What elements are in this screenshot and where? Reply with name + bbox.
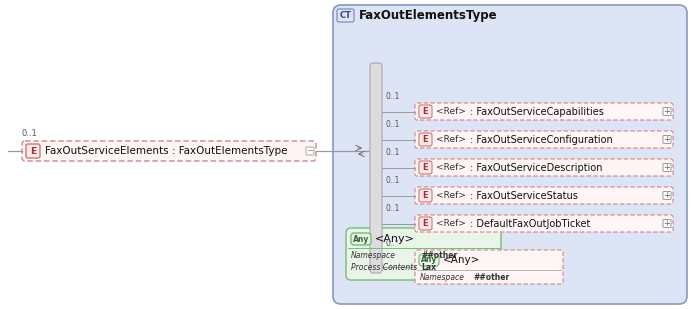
FancyBboxPatch shape	[22, 141, 316, 161]
Text: Any: Any	[353, 235, 370, 243]
FancyBboxPatch shape	[337, 9, 354, 22]
Text: Process Contents: Process Contents	[351, 263, 417, 272]
FancyBboxPatch shape	[663, 219, 671, 227]
Text: 0..1: 0..1	[385, 148, 399, 157]
Text: : FaxOutServiceCapabilities: : FaxOutServiceCapabilities	[470, 107, 604, 116]
Text: <Ref>: <Ref>	[436, 191, 466, 200]
Text: 0..1: 0..1	[385, 120, 399, 129]
Text: 0..*: 0..*	[385, 239, 399, 248]
FancyBboxPatch shape	[26, 144, 40, 158]
FancyBboxPatch shape	[415, 250, 563, 284]
FancyBboxPatch shape	[351, 233, 371, 245]
FancyBboxPatch shape	[415, 159, 673, 176]
Text: ##other: ##other	[473, 273, 509, 282]
FancyBboxPatch shape	[419, 189, 432, 202]
Text: 0..1: 0..1	[385, 92, 399, 101]
Text: 0..1: 0..1	[385, 204, 399, 213]
FancyBboxPatch shape	[419, 133, 432, 146]
Text: +: +	[664, 219, 671, 228]
FancyBboxPatch shape	[663, 163, 671, 171]
Text: +: +	[664, 135, 671, 144]
Text: : FaxOutServiceConfiguration: : FaxOutServiceConfiguration	[470, 134, 612, 145]
Text: E: E	[423, 219, 428, 228]
Text: Namespace: Namespace	[351, 252, 396, 260]
FancyBboxPatch shape	[415, 131, 673, 148]
Text: +: +	[664, 163, 671, 172]
Text: Namespace: Namespace	[420, 273, 465, 282]
Text: <Any>: <Any>	[375, 234, 415, 244]
Text: <Ref>: <Ref>	[436, 163, 466, 172]
FancyBboxPatch shape	[419, 161, 432, 174]
Text: E: E	[30, 146, 36, 155]
Text: 0..1: 0..1	[385, 176, 399, 185]
FancyBboxPatch shape	[415, 215, 673, 232]
Text: FaxOutElementsType: FaxOutElementsType	[359, 9, 498, 22]
Text: <Ref>: <Ref>	[436, 219, 466, 228]
Text: : FaxOutServiceDescription: : FaxOutServiceDescription	[470, 163, 603, 172]
Text: E: E	[423, 191, 428, 200]
Text: E: E	[423, 107, 428, 116]
Text: Any: Any	[421, 256, 437, 265]
FancyBboxPatch shape	[419, 105, 432, 118]
FancyBboxPatch shape	[306, 147, 314, 155]
Text: Lax: Lax	[421, 263, 436, 272]
Text: +: +	[664, 191, 671, 200]
Text: FaxOutServiceElements : FaxOutElementsType: FaxOutServiceElements : FaxOutElementsTy…	[45, 146, 287, 156]
FancyBboxPatch shape	[346, 228, 501, 280]
FancyBboxPatch shape	[663, 108, 671, 116]
FancyBboxPatch shape	[419, 254, 439, 266]
FancyBboxPatch shape	[415, 187, 673, 204]
Text: 0..1: 0..1	[22, 129, 38, 138]
Text: <Ref>: <Ref>	[436, 107, 466, 116]
FancyBboxPatch shape	[333, 5, 687, 304]
Text: : FaxOutServiceStatus: : FaxOutServiceStatus	[470, 191, 578, 201]
Text: E: E	[423, 163, 428, 172]
Text: ##other: ##other	[421, 252, 457, 260]
FancyBboxPatch shape	[415, 103, 673, 120]
Text: +: +	[664, 107, 671, 116]
FancyBboxPatch shape	[419, 217, 432, 230]
Text: CT: CT	[340, 11, 352, 20]
FancyBboxPatch shape	[370, 63, 382, 273]
Text: : DefaultFaxOutJobTicket: : DefaultFaxOutJobTicket	[470, 218, 590, 228]
Text: <Any>: <Any>	[443, 255, 480, 265]
Text: −: −	[307, 146, 313, 155]
Text: E: E	[423, 135, 428, 144]
FancyBboxPatch shape	[663, 136, 671, 143]
Text: <Ref>: <Ref>	[436, 135, 466, 144]
FancyBboxPatch shape	[663, 192, 671, 200]
